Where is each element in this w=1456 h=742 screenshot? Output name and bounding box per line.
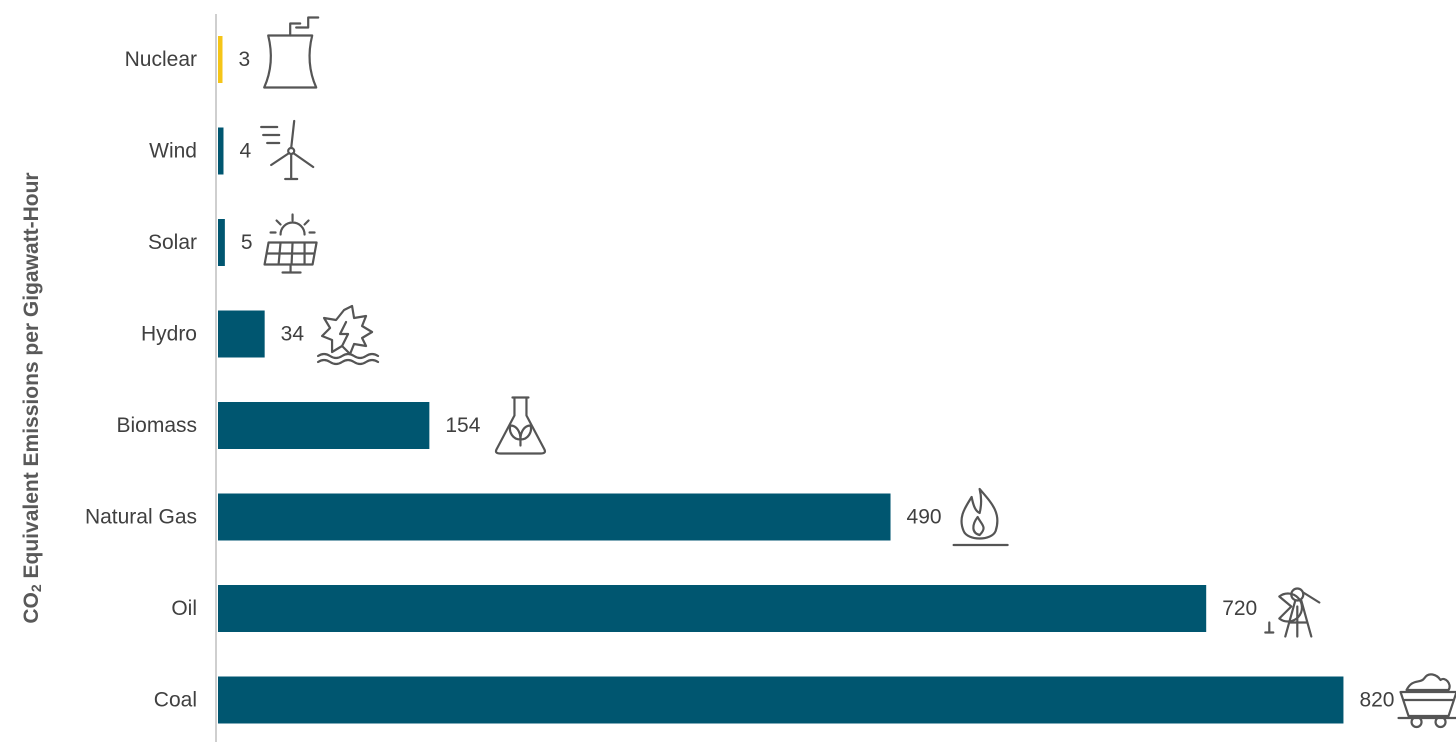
bars-group (218, 36, 1344, 724)
solar-panel-icon (263, 213, 318, 274)
value-label: 5 (241, 231, 253, 254)
bar-wind (218, 127, 224, 175)
cooling-tower-icon (263, 16, 320, 89)
gas-flame-icon (952, 487, 1009, 547)
bar-hydro (218, 310, 265, 358)
category-label: Oil (171, 597, 197, 620)
category-labels: Nuclear Wind Solar Hydro Biomass Natural Gas O… (85, 48, 197, 712)
value-label: 4 (239, 140, 251, 163)
value-label: 720 (1222, 597, 1257, 620)
biomass-flask-icon (494, 396, 547, 455)
category-label: Coal (154, 689, 197, 712)
category-label: Wind (149, 140, 197, 163)
value-label: 490 (907, 506, 942, 529)
bar-solar (218, 219, 225, 266)
hydro-turbine-icon (316, 304, 380, 366)
oil-pump-icon (1264, 587, 1321, 638)
category-label: Hydro (141, 323, 197, 346)
coal-cart-icon (1397, 673, 1456, 729)
value-label: 154 (445, 414, 480, 437)
bar-biomass (218, 402, 430, 449)
icons-group (260, 16, 1456, 729)
category-label: Biomass (116, 414, 197, 437)
category-label: Nuclear (125, 48, 197, 71)
value-label: 3 (239, 48, 251, 71)
bar-coal (218, 676, 1344, 724)
bar-nuclear (218, 36, 223, 83)
value-label: 34 (281, 323, 305, 346)
category-label: Solar (148, 231, 197, 254)
bar-oil (218, 585, 1207, 632)
value-label: 820 (1359, 689, 1394, 712)
wind-turbine-icon (260, 119, 315, 181)
category-label: Natural Gas (85, 506, 197, 529)
bar-natural-gas (218, 493, 891, 541)
